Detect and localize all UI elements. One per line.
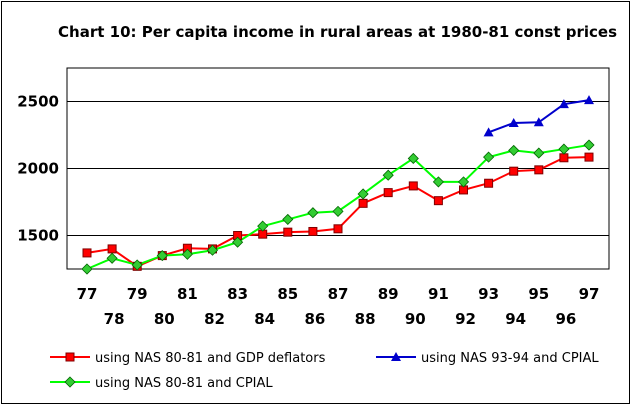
data-point-diamond bbox=[106, 252, 118, 264]
y-tick-label: 1500 bbox=[17, 227, 59, 245]
data-point-diamond bbox=[131, 259, 143, 271]
data-point-diamond bbox=[583, 139, 595, 151]
x-tick-label: 84 bbox=[254, 310, 275, 328]
data-point-square bbox=[559, 153, 569, 163]
data-point-square bbox=[408, 181, 418, 191]
data-point-square bbox=[433, 196, 443, 206]
data-point-square bbox=[333, 224, 343, 234]
data-point-triangle bbox=[584, 95, 594, 105]
data-point-triangle bbox=[558, 99, 569, 109]
x-tick-label: 77 bbox=[77, 285, 98, 303]
data-point-diamond bbox=[357, 188, 369, 200]
data-point-diamond bbox=[206, 244, 219, 256]
data-point-square bbox=[82, 248, 92, 258]
data-point-square bbox=[308, 226, 318, 236]
data-point-square bbox=[509, 166, 519, 176]
x-tick-label: 86 bbox=[304, 310, 325, 328]
legend-label-nas-93-94: using NAS 93-94 and CPIAL bbox=[421, 351, 599, 366]
legend-label-gdp-deflators: using NAS 80-81 and GDP deflators bbox=[95, 351, 326, 366]
data-point-diamond bbox=[307, 207, 319, 219]
legend-item-gdp-deflators: using NAS 80-81 and GDP deflators bbox=[50, 351, 326, 366]
series-markers bbox=[81, 95, 595, 275]
data-point-diamond bbox=[558, 143, 570, 155]
gridlines bbox=[67, 101, 609, 236]
x-tick-label: 88 bbox=[355, 310, 376, 328]
x-tick-label: 81 bbox=[177, 285, 198, 303]
data-point-diamond bbox=[432, 176, 444, 188]
x-tick-label: 87 bbox=[328, 285, 349, 303]
data-point-diamond bbox=[407, 152, 419, 165]
data-point-diamond bbox=[257, 220, 269, 232]
legend-marker-square bbox=[65, 352, 75, 362]
data-point-square bbox=[484, 178, 494, 188]
legend-marker-triangle bbox=[391, 352, 401, 361]
x-tick-label: 92 bbox=[455, 310, 476, 328]
x-tick-label: 85 bbox=[277, 285, 298, 303]
x-tick-label: 97 bbox=[579, 285, 600, 303]
data-point-diamond bbox=[508, 144, 520, 156]
data-point-square bbox=[534, 165, 544, 175]
x-tick-label: 95 bbox=[528, 285, 549, 303]
data-point-diamond bbox=[81, 263, 93, 275]
legend-item-nas-93-94: using NAS 93-94 and CPIAL bbox=[376, 351, 599, 366]
x-tick-label: 82 bbox=[204, 310, 225, 328]
x-tick-label: 89 bbox=[378, 285, 399, 303]
x-tick-label: 94 bbox=[505, 310, 526, 328]
data-point-square bbox=[283, 227, 293, 237]
y-tick-label: 2000 bbox=[17, 160, 59, 178]
y-tick-label: 2500 bbox=[17, 93, 59, 111]
plot-area: 1500 2000 2500 bbox=[17, 67, 610, 275]
x-tick-label: 80 bbox=[154, 310, 175, 328]
x-tick-label: 96 bbox=[555, 310, 576, 328]
data-point-diamond bbox=[332, 205, 344, 217]
data-point-diamond bbox=[382, 169, 394, 181]
legend-label-cpial-80-81: using NAS 80-81 and CPIAL bbox=[95, 376, 273, 391]
data-point-square bbox=[107, 244, 117, 254]
data-point-diamond bbox=[232, 236, 244, 248]
x-tick-label: 91 bbox=[428, 285, 449, 303]
chart-title: Chart 10: Per capita income in rural are… bbox=[58, 23, 617, 41]
data-point-diamond bbox=[156, 250, 168, 262]
data-point-square bbox=[358, 198, 368, 208]
data-point-diamond bbox=[282, 213, 294, 225]
x-tick-label: 79 bbox=[127, 285, 148, 303]
x-tick-label: 93 bbox=[478, 285, 499, 303]
y-axis-ticks: 1500 2000 2500 bbox=[17, 93, 59, 245]
data-point-square bbox=[584, 152, 594, 162]
data-point-diamond bbox=[457, 176, 470, 188]
data-point-square bbox=[383, 188, 393, 198]
legend-marker-diamond bbox=[64, 376, 76, 388]
data-point-diamond bbox=[483, 151, 495, 163]
x-tick-label: 83 bbox=[227, 285, 248, 303]
x-tick-label: 78 bbox=[104, 310, 125, 328]
legend-item-cpial-80-81: using NAS 80-81 and CPIAL bbox=[50, 376, 273, 391]
data-point-diamond bbox=[533, 147, 545, 159]
legend: using NAS 80-81 and GDP deflators using … bbox=[50, 351, 599, 391]
data-point-diamond bbox=[181, 248, 193, 260]
data-point-triangle bbox=[533, 117, 544, 127]
x-tick-label: 90 bbox=[405, 310, 426, 328]
data-point-triangle bbox=[508, 117, 519, 127]
data-point-triangle bbox=[483, 127, 494, 137]
